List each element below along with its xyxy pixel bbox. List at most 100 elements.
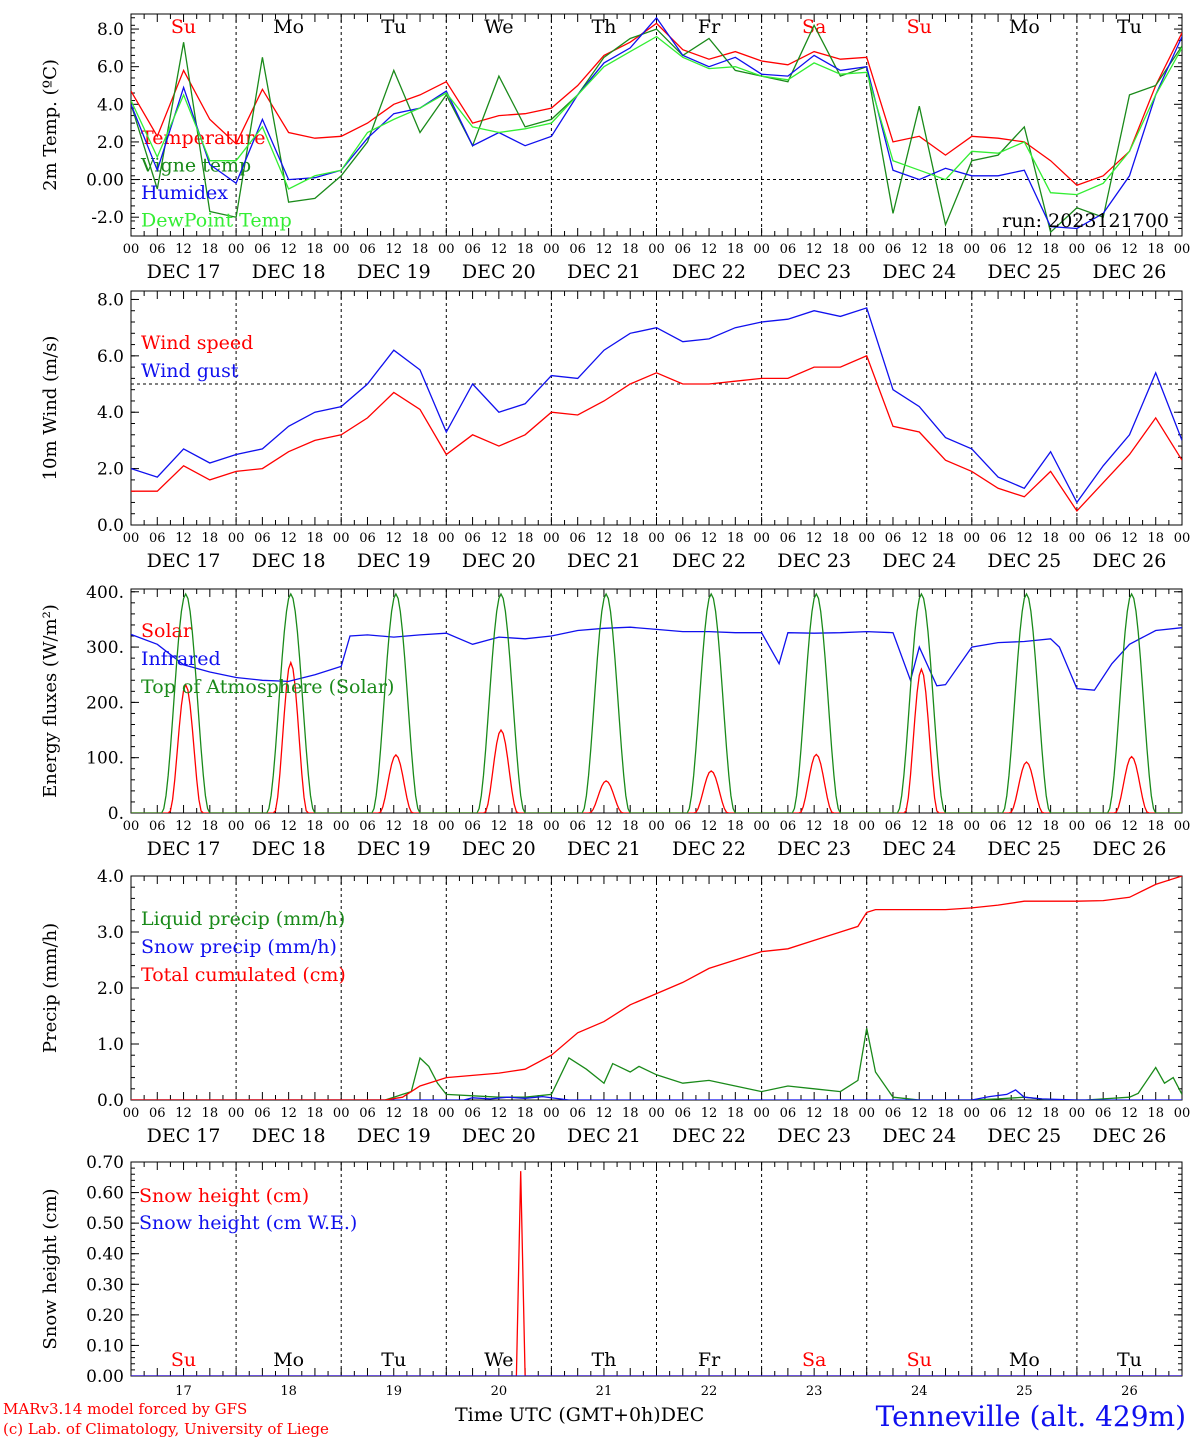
hour-tick-label: 00 [753, 1106, 770, 1121]
hour-tick-label: 12 [911, 819, 928, 834]
hour-tick-label: 18 [937, 819, 954, 834]
day-label: DEC 24 [882, 838, 956, 860]
day-number-label: 24 [911, 1384, 928, 1399]
hour-tick-label: 18 [517, 1106, 534, 1121]
hour-tick-label: 00 [964, 819, 981, 834]
hour-tick-label: 00 [333, 819, 350, 834]
weekday-label: Tu [381, 16, 406, 38]
legend-entry: Vigne temp [140, 155, 251, 177]
hour-tick-label: 00 [438, 242, 455, 257]
hour-tick-label: 00 [753, 242, 770, 257]
hour-tick-label: 18 [202, 242, 219, 257]
hour-tick-label: 12 [596, 531, 613, 546]
hour-tick-label: 00 [438, 819, 455, 834]
hour-tick-label: 18 [307, 1106, 324, 1121]
hour-tick-label: 00 [648, 531, 665, 546]
hour-tick-label: 18 [832, 531, 849, 546]
weekday-label: Su [171, 16, 196, 38]
weekday-label: Tu [1117, 1349, 1142, 1371]
day-label: DEC 20 [462, 261, 536, 283]
day-label: DEC 24 [882, 1125, 956, 1147]
hour-tick-label: 12 [1121, 1106, 1138, 1121]
hour-tick-label: 06 [780, 242, 797, 257]
hour-tick-label: 06 [990, 819, 1007, 834]
hour-tick-label: 12 [806, 1106, 823, 1121]
weekday-label: Sa [802, 1349, 826, 1371]
hour-tick-label: 06 [149, 1106, 166, 1121]
legend-entry: Top of Atmosphere (Solar) [141, 676, 394, 698]
hour-tick-label: 00 [438, 1106, 455, 1121]
lab-credit: (c) Lab. of Climatology, University of L… [3, 1420, 329, 1438]
legend-entry: Infrared [141, 648, 221, 670]
hour-tick-label: 00 [1174, 1106, 1191, 1121]
y-tick-label: 8.0 [97, 290, 124, 310]
hour-tick-label: 18 [307, 531, 324, 546]
hour-tick-label: 18 [517, 242, 534, 257]
day-label: DEC 25 [987, 1125, 1061, 1147]
y-tick-label: 0.50 [86, 1214, 124, 1234]
hour-tick-label: 12 [175, 1106, 192, 1121]
day-label: DEC 22 [672, 1125, 746, 1147]
hour-tick-label: 00 [858, 242, 875, 257]
hour-tick-label: 12 [385, 242, 402, 257]
hour-tick-label: 06 [569, 819, 586, 834]
y-tick-label: 0.0 [97, 516, 124, 536]
legend-entry: Temperature [141, 127, 265, 149]
hour-tick-label: 18 [412, 819, 429, 834]
y-tick-label: 300. [86, 638, 124, 658]
day-number-label: 22 [701, 1384, 718, 1399]
day-label: DEC 17 [147, 1125, 221, 1147]
hour-tick-label: 06 [885, 819, 902, 834]
hour-tick-label: 18 [412, 242, 429, 257]
hour-tick-label: 06 [464, 242, 481, 257]
hour-tick-label: 18 [1042, 242, 1059, 257]
weekday-label: Sa [802, 16, 826, 38]
hour-tick-label: 12 [491, 531, 508, 546]
y-tick-label: 0. [108, 804, 124, 824]
hour-tick-label: 12 [1016, 242, 1033, 257]
hour-tick-label: 12 [491, 819, 508, 834]
hour-tick-label: 00 [964, 1106, 981, 1121]
hour-tick-label: 18 [1147, 242, 1164, 257]
weekday-label: Th [591, 16, 616, 38]
hour-tick-label: 12 [596, 242, 613, 257]
day-label: DEC 22 [672, 550, 746, 572]
y-tick-label: 6.0 [97, 347, 124, 367]
y-axis-label: Precip (mm/h) [40, 923, 61, 1053]
series-line-vigne-temp [131, 23, 1182, 234]
hour-tick-label: 12 [806, 531, 823, 546]
legend-entry: Wind gust [141, 360, 239, 382]
hour-tick-label: 06 [780, 819, 797, 834]
y-tick-label: 0.30 [86, 1275, 124, 1295]
legend-entry: Humidex [141, 182, 228, 204]
day-label: DEC 26 [1093, 1125, 1167, 1147]
hour-tick-label: 06 [885, 242, 902, 257]
hour-tick-label: 18 [622, 531, 639, 546]
hour-tick-label: 18 [727, 819, 744, 834]
y-axis-label: 2m Temp. (ºC) [40, 59, 61, 191]
y-tick-label: 0.0 [97, 1091, 124, 1111]
hour-tick-label: 00 [543, 1106, 560, 1121]
x-axis-label: Time UTC (GMT+0h)DEC [455, 1404, 704, 1426]
hour-tick-label: 12 [1121, 819, 1138, 834]
y-axis-label: Snow height (cm) [40, 1188, 61, 1349]
day-label: DEC 23 [777, 261, 851, 283]
hour-tick-label: 18 [1147, 819, 1164, 834]
y-tick-label: 6.0 [97, 58, 124, 78]
hour-tick-label: 12 [1016, 1106, 1033, 1121]
hour-tick-label: 18 [412, 1106, 429, 1121]
weekday-label: Mo [273, 16, 304, 38]
series-line-snow-height-cm- [131, 1171, 1182, 1376]
y-tick-label: 0.00 [86, 171, 124, 191]
hour-tick-label: 00 [543, 819, 560, 834]
day-number-label: 18 [280, 1384, 297, 1399]
y-tick-label: 0.00 [86, 1367, 124, 1387]
hour-tick-label: 18 [202, 1106, 219, 1121]
hour-tick-label: 18 [937, 242, 954, 257]
hour-tick-label: 06 [149, 242, 166, 257]
hour-tick-label: 12 [175, 242, 192, 257]
y-tick-label: 100. [86, 749, 124, 769]
hour-tick-label: 12 [385, 531, 402, 546]
hour-tick-label: 12 [491, 242, 508, 257]
